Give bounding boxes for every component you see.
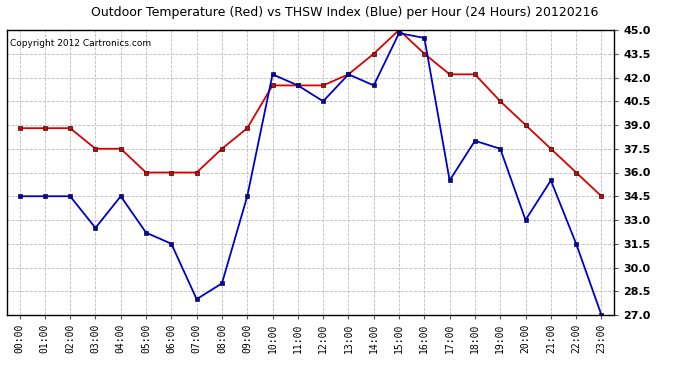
- Text: Copyright 2012 Cartronics.com: Copyright 2012 Cartronics.com: [10, 39, 151, 48]
- Text: Outdoor Temperature (Red) vs THSW Index (Blue) per Hour (24 Hours) 20120216: Outdoor Temperature (Red) vs THSW Index …: [91, 6, 599, 19]
